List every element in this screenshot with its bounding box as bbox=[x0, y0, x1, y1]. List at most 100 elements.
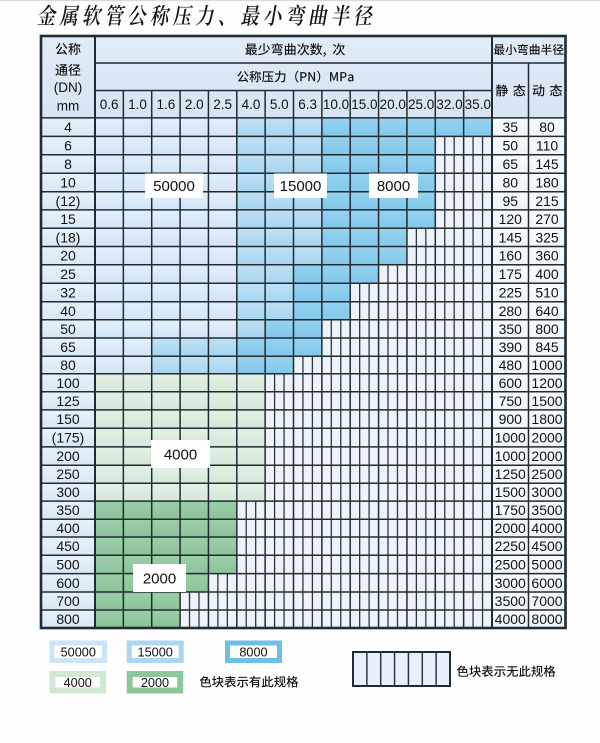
svg-text:4000: 4000 bbox=[164, 446, 197, 463]
svg-text:1000: 1000 bbox=[531, 357, 562, 373]
svg-text:(DN): (DN) bbox=[54, 80, 83, 95]
svg-text:6.3: 6.3 bbox=[298, 97, 317, 112]
svg-text:35.0: 35.0 bbox=[465, 97, 491, 112]
svg-text:50: 50 bbox=[60, 321, 76, 337]
svg-text:1.6: 1.6 bbox=[156, 97, 175, 112]
svg-text:10: 10 bbox=[60, 175, 76, 191]
svg-text:10.0: 10.0 bbox=[323, 97, 349, 112]
svg-text:100: 100 bbox=[56, 375, 80, 391]
svg-text:225: 225 bbox=[499, 284, 523, 300]
svg-text:200: 200 bbox=[56, 448, 80, 464]
svg-text:2000: 2000 bbox=[143, 570, 176, 587]
svg-text:35: 35 bbox=[502, 119, 518, 135]
svg-text:25: 25 bbox=[60, 266, 76, 282]
svg-text:95: 95 bbox=[502, 193, 518, 209]
svg-text:500: 500 bbox=[56, 556, 80, 572]
svg-text:4000: 4000 bbox=[64, 676, 92, 690]
svg-text:25.0: 25.0 bbox=[408, 97, 434, 112]
svg-text:360: 360 bbox=[535, 248, 559, 264]
svg-text:325: 325 bbox=[535, 229, 559, 245]
svg-text:(12): (12) bbox=[56, 193, 81, 209]
svg-text:250: 250 bbox=[56, 466, 80, 482]
svg-text:15000: 15000 bbox=[138, 645, 173, 659]
svg-text:800: 800 bbox=[535, 321, 559, 337]
svg-text:6000: 6000 bbox=[531, 575, 562, 591]
svg-text:3500: 3500 bbox=[495, 593, 526, 609]
svg-text:15.0: 15.0 bbox=[351, 97, 377, 112]
svg-text:450: 450 bbox=[56, 538, 80, 554]
svg-text:1.0: 1.0 bbox=[128, 97, 147, 112]
svg-text:2000: 2000 bbox=[531, 448, 562, 464]
svg-text:8000: 8000 bbox=[239, 645, 267, 659]
svg-text:2.5: 2.5 bbox=[213, 97, 232, 112]
svg-text:1750: 1750 bbox=[495, 502, 526, 518]
svg-text:mm: mm bbox=[57, 99, 80, 114]
svg-text:2.0: 2.0 bbox=[185, 97, 204, 112]
svg-text:900: 900 bbox=[499, 411, 523, 427]
svg-text:(18): (18) bbox=[56, 229, 81, 245]
svg-text:6: 6 bbox=[64, 138, 72, 154]
svg-text:145: 145 bbox=[499, 229, 523, 245]
svg-text:32: 32 bbox=[60, 284, 76, 300]
svg-text:845: 845 bbox=[535, 339, 559, 355]
svg-text:32.0: 32.0 bbox=[436, 97, 462, 112]
svg-text:4.0: 4.0 bbox=[242, 97, 261, 112]
svg-text:4000: 4000 bbox=[495, 611, 526, 627]
svg-text:50: 50 bbox=[502, 138, 518, 154]
svg-text:145: 145 bbox=[535, 156, 559, 172]
svg-text:280: 280 bbox=[499, 303, 523, 319]
svg-text:2000: 2000 bbox=[495, 520, 526, 536]
svg-text:600: 600 bbox=[499, 375, 523, 391]
svg-text:80: 80 bbox=[502, 175, 518, 191]
svg-text:150: 150 bbox=[56, 411, 80, 427]
svg-text:5.0: 5.0 bbox=[270, 97, 289, 112]
svg-text:7000: 7000 bbox=[531, 593, 562, 609]
svg-text:2500: 2500 bbox=[495, 556, 526, 572]
svg-text:40: 40 bbox=[60, 303, 76, 319]
svg-text:215: 215 bbox=[535, 193, 559, 209]
svg-text:1250: 1250 bbox=[495, 466, 526, 482]
svg-text:50000: 50000 bbox=[61, 645, 96, 659]
svg-text:15000: 15000 bbox=[280, 178, 322, 195]
svg-text:400: 400 bbox=[535, 266, 559, 282]
svg-text:5000: 5000 bbox=[531, 556, 562, 572]
svg-text:1000: 1000 bbox=[495, 448, 526, 464]
svg-text:160: 160 bbox=[499, 248, 523, 264]
svg-text:1000: 1000 bbox=[495, 430, 526, 446]
svg-text:20: 20 bbox=[60, 248, 76, 264]
svg-text:4: 4 bbox=[64, 119, 72, 135]
svg-text:2250: 2250 bbox=[495, 538, 526, 554]
svg-text:1200: 1200 bbox=[531, 375, 562, 391]
svg-text:3000: 3000 bbox=[531, 484, 562, 500]
svg-text:110: 110 bbox=[536, 138, 559, 154]
svg-text:270: 270 bbox=[535, 211, 559, 227]
svg-text:8000: 8000 bbox=[377, 178, 410, 195]
svg-text:80: 80 bbox=[60, 357, 76, 373]
svg-text:480: 480 bbox=[499, 357, 523, 373]
svg-text:180: 180 bbox=[535, 175, 559, 191]
svg-text:800: 800 bbox=[56, 611, 80, 627]
svg-text:1500: 1500 bbox=[495, 484, 526, 500]
svg-text:80: 80 bbox=[539, 119, 555, 135]
svg-text:175: 175 bbox=[499, 266, 523, 282]
svg-text:(175): (175) bbox=[52, 430, 85, 446]
svg-text:700: 700 bbox=[56, 593, 80, 609]
svg-text:120: 120 bbox=[499, 211, 523, 227]
svg-text:510: 510 bbox=[535, 284, 559, 300]
svg-text:1800: 1800 bbox=[531, 411, 562, 427]
svg-text:20.0: 20.0 bbox=[380, 97, 406, 112]
svg-text:4500: 4500 bbox=[531, 538, 562, 554]
svg-text:400: 400 bbox=[56, 520, 80, 536]
svg-text:2000: 2000 bbox=[531, 430, 562, 446]
svg-text:3500: 3500 bbox=[531, 502, 562, 518]
svg-text:4000: 4000 bbox=[531, 520, 562, 536]
svg-text:2500: 2500 bbox=[531, 466, 562, 482]
svg-text:350: 350 bbox=[499, 321, 523, 337]
svg-text:2000: 2000 bbox=[141, 676, 169, 690]
svg-text:300: 300 bbox=[56, 484, 80, 500]
svg-text:50000: 50000 bbox=[153, 178, 195, 195]
svg-text:1500: 1500 bbox=[531, 393, 562, 409]
svg-text:8: 8 bbox=[64, 156, 72, 172]
svg-text:0.6: 0.6 bbox=[100, 97, 119, 112]
svg-text:600: 600 bbox=[56, 575, 80, 591]
